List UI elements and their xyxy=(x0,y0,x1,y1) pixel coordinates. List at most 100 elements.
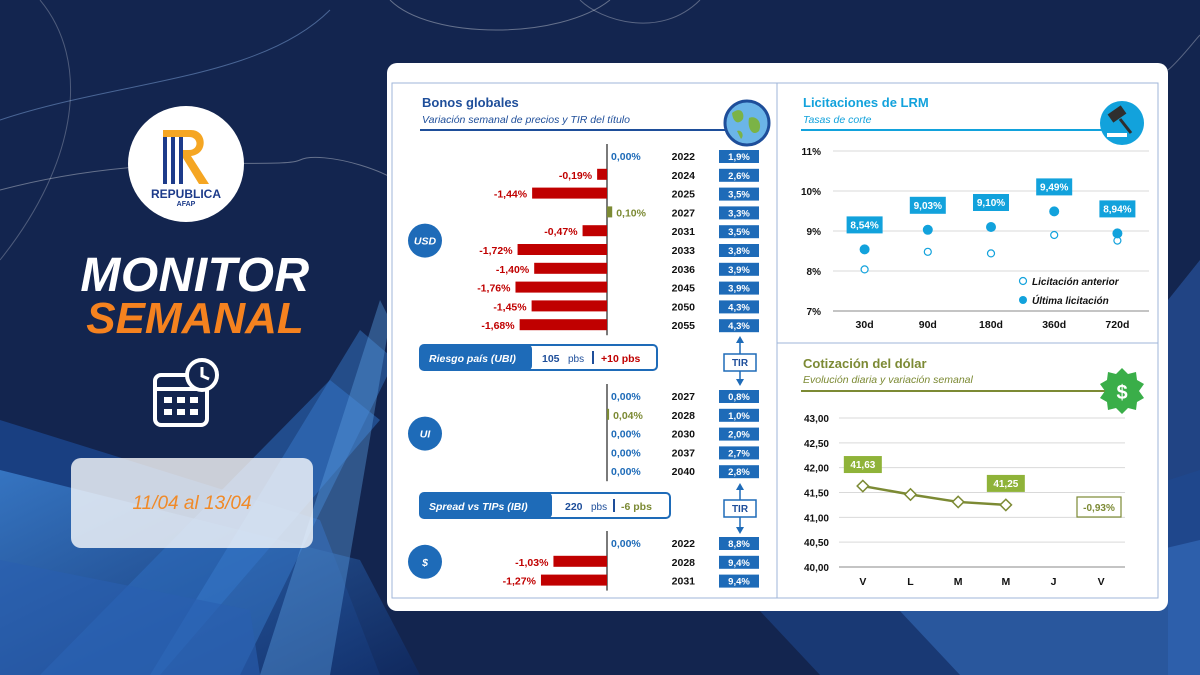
bonos-tir-badge xyxy=(719,537,759,550)
bonos-variation: -1,45% xyxy=(493,301,527,313)
lrm-label-box xyxy=(909,196,946,214)
bonos-subtitle: Variación semanal de precios y TIR del t… xyxy=(422,114,630,126)
bonos-variation: 0,00% xyxy=(611,447,641,459)
tir-label-1: TIR xyxy=(732,358,749,369)
spread-unit: pbs xyxy=(591,502,607,513)
bonos-bar xyxy=(532,187,607,199)
lrm-chart: 11% 10% 9% 8% 7% 30d 90d 180d 360d 720d 8,54% 9,03%… xyxy=(801,147,1149,331)
bonos-year: 2028 xyxy=(672,557,696,569)
bonos-year: 2045 xyxy=(672,283,696,295)
title-monitor: MONITOR xyxy=(80,249,310,302)
brand-logo: REPUBLICA AFAP xyxy=(128,106,244,222)
lrm-y-tick: 10% xyxy=(801,187,821,198)
dollar-gear-icon: $ xyxy=(1100,368,1144,414)
bonos-year: 2025 xyxy=(672,189,696,201)
bonos-year: 2022 xyxy=(672,538,696,550)
lrm-legend-prev: Licitación anterior xyxy=(1032,277,1120,288)
bonos-currency-label: $ xyxy=(421,557,428,569)
lrm-x-tick: 180d xyxy=(979,319,1003,331)
bonos-currency-badge xyxy=(408,544,442,579)
bonos-tir-badge xyxy=(719,206,759,220)
riesgo-change: +10 pbs xyxy=(601,353,641,365)
logo-mark xyxy=(163,130,209,184)
bonos-tir-value: 8,8% xyxy=(728,539,750,550)
bonos-bar xyxy=(515,281,607,293)
lrm-legend-last: Última licitación xyxy=(1032,294,1109,307)
bonos-tir-badge xyxy=(719,225,759,239)
bonos-bar xyxy=(607,206,613,218)
dolar-label-box xyxy=(843,456,882,474)
bonos-currency-label: USD xyxy=(414,236,437,248)
lrm-x-tick: 90d xyxy=(919,319,937,331)
bonos-tir-badge xyxy=(719,446,759,460)
dolar-x-tick: V xyxy=(1098,576,1105,588)
bonos-tir-value: 4,3% xyxy=(728,321,750,332)
brand-name: REPUBLICA xyxy=(150,187,221,201)
bonos-tir-badge xyxy=(719,408,759,422)
lrm-label-box xyxy=(973,194,1009,211)
bonos-tir-value: 1,0% xyxy=(728,411,750,422)
dolar-x-tick: J xyxy=(1051,576,1057,588)
dolar-point xyxy=(903,487,918,502)
bonos-year: 2030 xyxy=(672,429,696,441)
lrm-label-box xyxy=(1099,200,1136,218)
bonos-bar xyxy=(607,408,610,420)
bonos-bar xyxy=(597,168,607,180)
lrm-data-label: 9,49% xyxy=(1040,182,1068,193)
dolar-subtitle: Evolución diaria y variación semanal xyxy=(803,374,974,386)
dolar-data-label: 41,25 xyxy=(993,479,1018,490)
spread-value: 220 xyxy=(565,501,583,513)
dolar-x-tick: M xyxy=(954,576,963,588)
lrm-x-tick: 720d xyxy=(1105,319,1129,331)
bonos-variation: 0,00% xyxy=(611,151,641,163)
bonos-year: 2028 xyxy=(672,410,696,422)
bonos-variation: -0,19% xyxy=(559,170,593,182)
date-range-box: 11/04 al 13/04 xyxy=(71,458,313,548)
spread-tips-pill: Spread vs TIPs (IBI) 220 pbs -6 pbs xyxy=(419,492,671,519)
lrm-data-label: 9,10% xyxy=(977,198,1005,209)
lrm-y-tick: 8% xyxy=(807,267,822,278)
bonos-variation: -1,76% xyxy=(477,283,511,295)
bonos-variation: 0,04% xyxy=(613,410,643,422)
bonos-bar xyxy=(519,319,607,331)
calendar-clock-icon xyxy=(153,358,219,427)
bonos-year: 2024 xyxy=(672,170,696,182)
lrm-prev-point xyxy=(923,247,932,256)
spread-label: Spread vs TIPs (IBI) xyxy=(429,501,528,513)
lrm-x-tick: 360d xyxy=(1042,319,1066,331)
dolar-title: Cotización del dólar xyxy=(803,356,927,371)
lrm-x-tick: 30d xyxy=(856,319,874,331)
lrm-last-point xyxy=(859,244,870,255)
card-border xyxy=(391,82,1159,599)
dashboard-card: Bonos globales Variación semanal de prec… xyxy=(387,63,1168,611)
bonos-tir-value: 3,9% xyxy=(728,265,750,276)
lrm-prev-point xyxy=(860,265,869,274)
bonos-year: 2027 xyxy=(672,207,696,219)
lrm-last-point xyxy=(1049,206,1060,217)
bonos-variation: -1,27% xyxy=(503,576,537,588)
globe-icon xyxy=(723,99,771,147)
bonos-tir-value: 2,8% xyxy=(728,467,750,478)
bonos-tir-value: 4,3% xyxy=(728,302,750,313)
bonos-currency-label: UI xyxy=(420,429,432,441)
lrm-label-box xyxy=(846,216,883,234)
lrm-y-tick: 7% xyxy=(807,307,822,318)
bonos-year: 2040 xyxy=(672,466,696,478)
dolar-x-tick: L xyxy=(907,576,914,588)
bonos-variation: 0,10% xyxy=(616,207,646,219)
bonos-tir-value: 1,9% xyxy=(728,152,750,163)
bonos-tir-badge xyxy=(719,244,759,257)
tir-label-2: TIR xyxy=(732,504,749,515)
lrm-legend-prev-marker xyxy=(1018,276,1028,286)
lrm-last-point xyxy=(1112,228,1123,239)
bonos-tir-value: 2,7% xyxy=(728,448,750,459)
lrm-last-point xyxy=(922,224,933,235)
dolar-y-tick: 41,00 xyxy=(804,513,829,524)
bonos-title: Bonos globales xyxy=(422,95,519,110)
bonos-tir-badge xyxy=(719,465,759,479)
bonos-tir-value: 3,3% xyxy=(728,208,750,219)
bonos-tir-badge xyxy=(719,574,759,588)
lrm-prev-point xyxy=(1050,230,1059,240)
lrm-y-tick: 9% xyxy=(807,227,822,238)
bonos-variation: -0,47% xyxy=(544,226,578,238)
